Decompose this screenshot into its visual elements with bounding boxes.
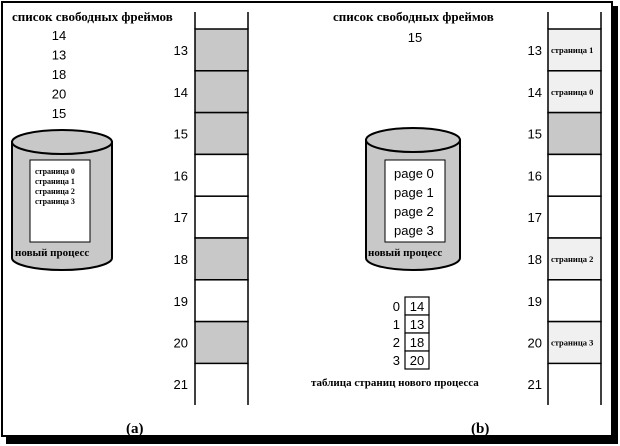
frame-number: 19 <box>528 294 542 309</box>
frame-cell-15 <box>547 111 602 156</box>
frame-cell-16 <box>194 153 249 197</box>
disk-top-b <box>365 127 461 153</box>
disk-page-a: страница 0 <box>35 167 75 176</box>
page-table-frame: 14 <box>410 299 424 314</box>
frame-number: 20 <box>174 336 188 351</box>
frame-cell-13 <box>547 28 602 72</box>
disk-page-a: страница 1 <box>35 177 75 186</box>
page-table-index: 3 <box>393 353 400 368</box>
frame-cell-18 <box>547 237 602 281</box>
frame-number: 13 <box>528 43 542 58</box>
disk-page-box-b <box>384 159 446 243</box>
frame-page-label: страница 0 <box>551 87 593 97</box>
page-table-frame: 20 <box>410 353 424 368</box>
frame-number: 20 <box>528 336 542 351</box>
frame-cell-20 <box>547 320 602 365</box>
frame-number: 13 <box>174 43 188 58</box>
page-table-caption: таблица страниц нового процесса <box>311 377 479 389</box>
free-list-a: 14 13 18 20 15 <box>52 28 66 121</box>
disk-label-b: новый процесс <box>368 247 442 259</box>
frame-cell-18 <box>194 237 249 281</box>
free-frame-a-item: 14 <box>52 28 66 43</box>
disk-label-a: новый процесс <box>15 247 89 259</box>
frame-cell-17 <box>547 195 602 239</box>
disk-top-a <box>11 129 113 155</box>
frame-cell-19 <box>194 279 249 323</box>
frame-number: 14 <box>174 85 188 100</box>
frame-cell-16 <box>547 153 602 197</box>
free-frame-a-item: 20 <box>52 87 66 102</box>
caption-b: (b) <box>471 421 489 437</box>
disk-b: page 0 page 1 page 2 page 3 новый процесс <box>365 127 461 271</box>
free-frame-a-item: 13 <box>52 48 66 63</box>
page-table-index: 0 <box>393 299 400 314</box>
frame-cell-20 <box>194 320 249 365</box>
frame-cell-17 <box>194 195 249 239</box>
page-table-frame: 18 <box>410 335 424 350</box>
frame-number: 15 <box>174 127 188 142</box>
free-list-b: 15 <box>408 30 422 45</box>
disk-page-box-a <box>29 159 91 243</box>
free-frame-b-item: 15 <box>408 30 422 45</box>
frame-page-label: страница 2 <box>551 254 593 264</box>
disk-page-b: page 3 <box>394 223 434 238</box>
frame-number: 16 <box>174 168 188 183</box>
free-frame-a-item: 18 <box>52 67 66 82</box>
frame-page-label: страница 1 <box>551 45 593 55</box>
frame-cell-13 <box>194 28 249 72</box>
page-table-index: 2 <box>393 335 400 350</box>
frame-number: 16 <box>528 168 542 183</box>
frame-number: 14 <box>528 85 542 100</box>
disk-page-b: page 1 <box>394 185 434 200</box>
frame-cell-14 <box>547 70 602 114</box>
memory-frames-a: 13 14 15 16 17 18 19 20 21 <box>174 12 249 405</box>
page-table-frame: 13 <box>410 317 424 332</box>
frame-number: 21 <box>528 377 542 392</box>
disk-page-b: page 0 <box>394 166 434 181</box>
memory-frames-b: 13 страница 1 14 страница 0 15 16 17 18 страница… <box>528 12 602 405</box>
panel-a: список свободных фреймов 14 13 18 20 15 стра… <box>11 9 249 437</box>
panel-b: список свободных фреймов 15 page 0 page 1… <box>311 9 602 437</box>
free-list-title-a: список свободных фреймов <box>12 9 173 24</box>
frame-cell-19 <box>547 279 602 323</box>
free-list-title-b: список свободных фреймов <box>333 9 494 24</box>
disk-page-a: страница 3 <box>35 197 75 206</box>
disk-pages-b: page 0 page 1 page 2 page 3 <box>394 166 434 238</box>
disk-page-b: page 2 <box>394 204 434 219</box>
frame-cell-15 <box>194 111 249 156</box>
caption-a: (a) <box>126 421 144 437</box>
frame-number: 21 <box>174 377 188 392</box>
disk-page-a: страница 2 <box>35 187 75 196</box>
page-table-index: 1 <box>393 317 400 332</box>
frame-number: 18 <box>174 252 188 267</box>
page-table-cell <box>404 350 430 370</box>
free-frame-a-item: 15 <box>52 106 66 121</box>
frame-cell-14 <box>194 70 249 114</box>
frame-number: 15 <box>528 127 542 142</box>
frame-number: 17 <box>174 210 188 225</box>
frame-number: 18 <box>528 252 542 267</box>
page-table: 0 14 1 13 2 18 3 20 <box>393 296 430 370</box>
frame-number: 19 <box>174 294 188 309</box>
frame-number: 17 <box>528 210 542 225</box>
frame-page-label: страница 3 <box>551 338 593 348</box>
